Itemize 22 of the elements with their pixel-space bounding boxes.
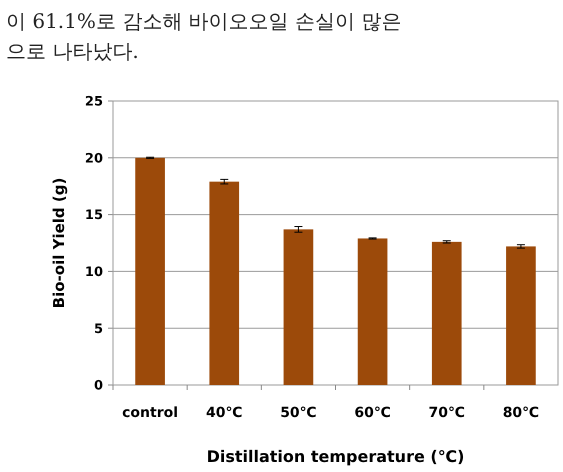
bar (284, 229, 314, 385)
x-tick-label: 70℃ (428, 405, 466, 421)
y-tick-label: 0 (94, 378, 103, 394)
y-tick-label: 15 (84, 208, 103, 224)
text: 으로 나타났다. (6, 39, 139, 63)
text: 이 61.1%로 감소해 바이오오일 손실이 많은 (6, 9, 402, 33)
x-tick-label: 80℃ (502, 405, 540, 421)
x-tick-label: control (122, 405, 178, 421)
x-axis-title: Distillation temperature (℃) (206, 447, 464, 466)
bar (432, 242, 462, 385)
y-tick-label: 5 (94, 322, 103, 337)
bar (358, 238, 388, 385)
bar (506, 246, 536, 385)
bar (135, 158, 165, 385)
bar (209, 182, 240, 385)
y-axis-title: Bio-oil Yield (g) (50, 178, 68, 308)
x-tick-label: 50℃ (280, 405, 317, 421)
x-tick-label: 40℃ (206, 405, 243, 421)
y-tick-label: 10 (84, 264, 103, 280)
y-tick-label: 25 (84, 94, 103, 110)
x-tick-label: 60℃ (354, 405, 391, 421)
y-tick-label: 20 (84, 151, 103, 166)
